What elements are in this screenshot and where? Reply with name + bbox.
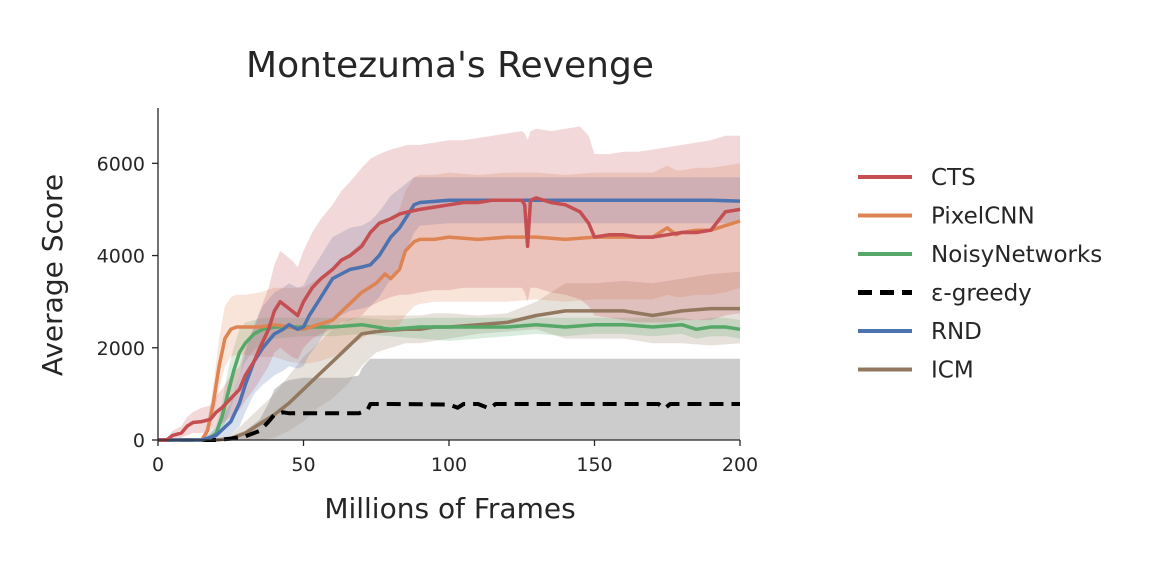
x-tick-label-200: 200: [722, 454, 758, 476]
y-tick-label-6000: 6000: [97, 153, 145, 175]
legend-label-cts: CTS: [931, 165, 976, 191]
legend-label-rnd: RND: [931, 319, 982, 345]
y-ticks: 0 2000 4000 6000: [97, 153, 158, 452]
legend-label-noisynetworks: NoisyNetworks: [931, 242, 1102, 268]
confidence-bands: [158, 126, 740, 441]
y-tick-label-0: 0: [133, 430, 145, 452]
legend-label-greedy: ε-greedy: [931, 281, 1032, 307]
chart-title: Montezuma's Revenge: [246, 45, 654, 86]
x-tick-label-0: 0: [152, 454, 164, 476]
y-tick-label-4000: 4000: [97, 246, 145, 268]
x-tick-label-100: 100: [431, 454, 467, 476]
x-tick-label-50: 50: [291, 454, 315, 476]
x-tick-label-150: 150: [576, 454, 612, 476]
line-pixelcnn: [158, 219, 741, 442]
band-cts: [158, 126, 740, 441]
band-greedy: [158, 358, 740, 440]
legend-label-icm: ICM: [931, 358, 974, 384]
legend-label-pixelcnn: PixelCNN: [931, 204, 1035, 230]
line-cts: [158, 196, 741, 442]
band-noisynetworks: [158, 317, 740, 440]
band-pixelcnn: [158, 163, 740, 441]
x-axis-label: Millions of Frames: [324, 492, 575, 525]
y-axis-label: Average Score: [36, 174, 69, 376]
y-tick-label-2000: 2000: [97, 338, 145, 360]
line-greedy: [158, 402, 740, 442]
legend: CTS PixelCNN NoisyNetworks ε-greedy RND ICM: [858, 165, 1102, 384]
line-noisynetworks: [158, 322, 741, 442]
x-ticks: 0 50 100 150 200: [152, 440, 758, 476]
series-lines: [158, 196, 741, 442]
